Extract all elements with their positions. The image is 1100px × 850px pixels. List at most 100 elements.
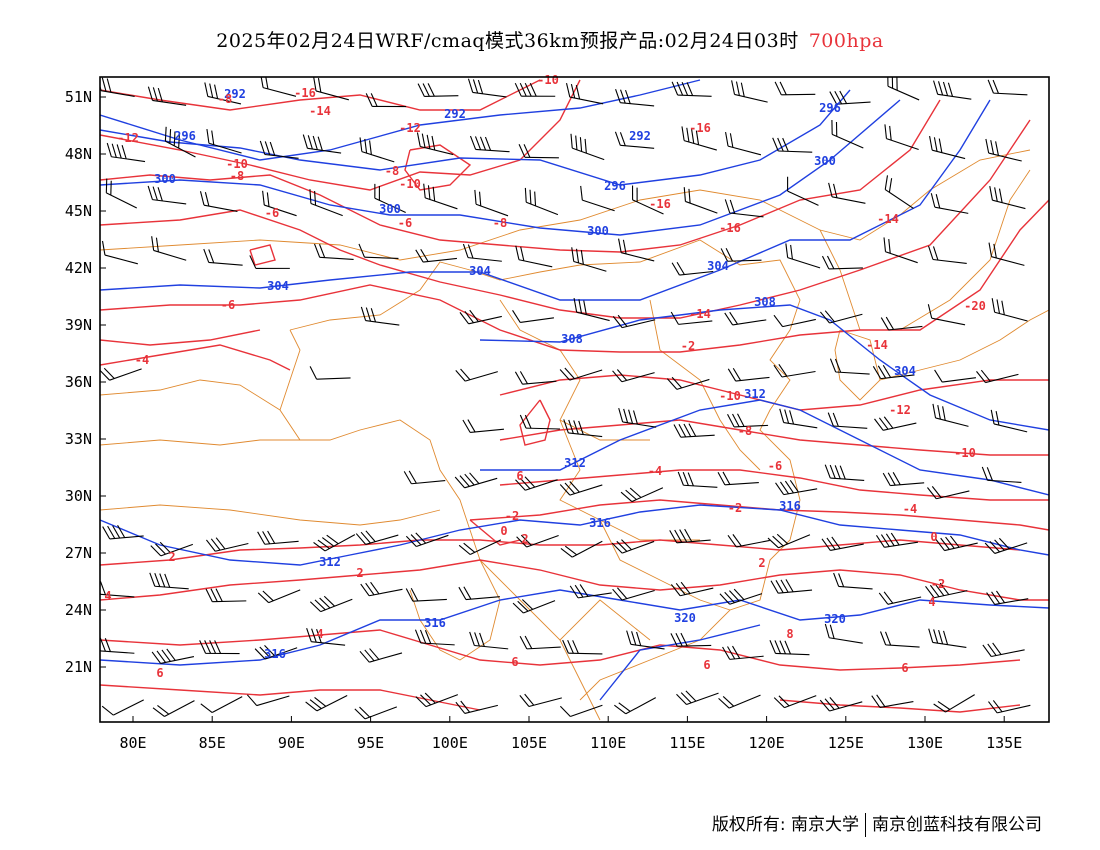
wind-barb [767, 533, 811, 549]
wind-barb [673, 423, 715, 438]
wind-barb [100, 580, 135, 598]
boundary-line [559, 419, 700, 541]
wind-barb [821, 255, 863, 270]
wind-barb [354, 706, 398, 720]
wind-barb [987, 79, 1028, 96]
boundary-line [559, 599, 651, 641]
wind-barb [611, 539, 655, 554]
height-label: 300 [154, 172, 176, 186]
height-contours [100, 79, 1049, 701]
temperature-label: -12 [117, 131, 139, 145]
wind-barb [414, 629, 455, 646]
wind-barb [257, 589, 301, 604]
temperature-label: -10 [226, 157, 248, 171]
wind-barb [982, 642, 1025, 658]
wind-barb [829, 358, 870, 375]
wind-barb [884, 124, 919, 151]
wind-barb [257, 530, 299, 545]
temperature-contour [100, 629, 1021, 671]
height-contour [100, 79, 701, 161]
wind-barb [150, 541, 194, 557]
temperature-label: -2 [505, 509, 519, 523]
temperature-contour [100, 119, 1031, 319]
wind-barb [872, 364, 915, 380]
height-label: 316 [424, 616, 446, 630]
x-tick-label: 130E [907, 734, 943, 752]
height-contour [599, 624, 761, 701]
wind-barb [887, 77, 920, 101]
wind-barb [462, 419, 505, 433]
height-label: 292 [629, 129, 651, 143]
wind-barb [563, 419, 603, 438]
temperature-contour [100, 199, 1049, 353]
wind-barb [358, 243, 399, 259]
wind-barb [415, 248, 457, 263]
wind-barb [416, 132, 454, 156]
temperature-contour [519, 399, 551, 446]
height-label: 308 [561, 332, 583, 346]
height-label: 296 [174, 129, 196, 143]
wind-barb [302, 134, 342, 154]
x-tick-label: 85E [199, 734, 226, 752]
height-label: 312 [319, 555, 341, 569]
wind-barb [724, 199, 764, 218]
wind-barb [417, 83, 459, 98]
x-axis: 80E 85E 90E 95E 100E 105E 110E 115E 120E 125E 130E… [119, 716, 1022, 752]
height-label: 316 [264, 647, 286, 661]
wind-barb [203, 248, 243, 266]
wind-barb [874, 416, 917, 431]
wind-barb [199, 191, 238, 212]
wind-barb [932, 403, 969, 427]
wind-barb [355, 530, 399, 545]
temperature-label: 6 [703, 658, 710, 672]
temperature-label: 6 [516, 469, 523, 483]
wind-barb [779, 408, 818, 429]
wind-barb [614, 131, 655, 149]
wind-barb [717, 471, 759, 486]
wind-barb [719, 588, 763, 605]
wind-barb [773, 364, 816, 378]
wind-barb [106, 142, 146, 163]
temperature-label: 6 [511, 655, 518, 669]
height-label: 300 [814, 154, 836, 168]
wind-barb [612, 314, 656, 329]
y-tick-label: 45N [65, 202, 92, 220]
temperature-label: -14 [689, 307, 711, 321]
height-label: 296 [819, 101, 841, 115]
wind-barb [469, 631, 509, 650]
temperature-contour [499, 374, 1049, 411]
wind-barb [986, 590, 1029, 605]
wind-barb [618, 407, 657, 428]
wind-barb [458, 586, 500, 601]
wind-barb [615, 88, 655, 107]
title-text: 2025年02月24日WRF/cmaq模式36km预报产品:02月24日03时 [216, 30, 799, 52]
temperature-label: -8 [493, 216, 507, 230]
height-label: 296 [604, 179, 626, 193]
wind-barb [612, 587, 655, 601]
wind-barb [560, 540, 603, 558]
height-label: 320 [824, 612, 846, 626]
boundary-line [879, 309, 1049, 381]
wind-barb [769, 640, 810, 656]
copyright-org2: 南京创蓝科技有限公司 [872, 815, 1042, 835]
wind-barb [359, 137, 395, 163]
wind-barb [309, 595, 353, 613]
wind-barb [519, 693, 562, 708]
height-label: 316 [779, 499, 801, 513]
temperature-label: -14 [866, 338, 888, 352]
temperature-label: -12 [889, 403, 911, 417]
boundary-line [649, 299, 761, 471]
wind-barb [518, 144, 559, 159]
height-contour [100, 99, 991, 301]
wind-barb [403, 470, 446, 485]
height-label: 320 [674, 611, 696, 625]
wind-barb [305, 694, 348, 712]
y-axis: 51N 48N 45N 42N 39N 36N 33N 30N 27N 24N 21N [65, 88, 106, 676]
wind-barb [819, 697, 863, 712]
wind-barb [670, 632, 712, 647]
wind-barb [871, 694, 914, 709]
wind-barb [309, 189, 343, 217]
height-label: 300 [587, 224, 609, 238]
wind-barb [976, 369, 1019, 384]
wind-barb [727, 534, 770, 548]
